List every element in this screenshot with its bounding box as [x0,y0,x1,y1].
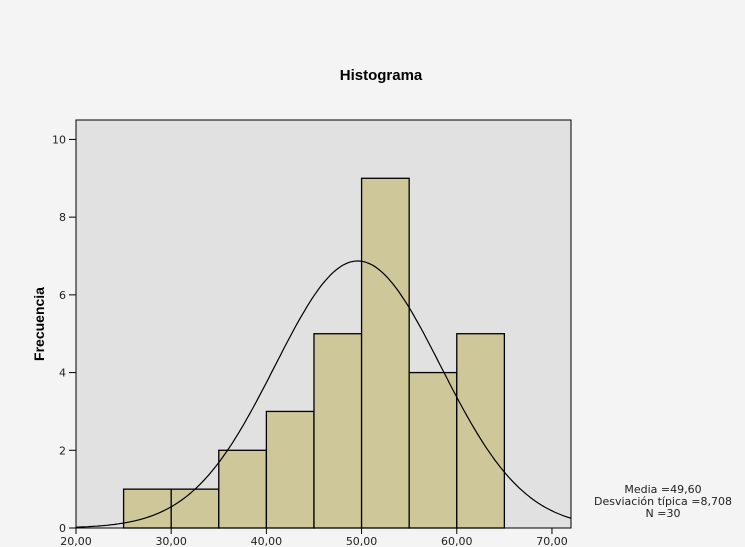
y-tick-label: 2 [59,444,66,457]
histogram-bar-7 [408,371,458,529]
stat-desviacion: Desviación típica =8,708 [594,495,732,508]
y-tick-label: 8 [59,211,66,224]
histogram-bar-2 [170,488,220,529]
histogram-bar-5 [313,333,363,529]
y-tick-label: 6 [59,289,66,302]
y-tick-label: 10 [52,133,66,146]
histogram-bar-8 [456,333,506,529]
stat-n: N =30 [646,507,681,520]
histogram-bar-4 [265,410,315,529]
y-tick-label: 4 [59,367,66,380]
x-tick-label: 60,00 [441,535,473,547]
x-tick-label: 40,00 [251,535,283,547]
histogram-bar-6 [360,177,410,529]
stat-media: Media =49,60 [624,483,701,496]
x-tick-label: 50,00 [346,535,378,547]
x-tick-label: 70,00 [536,535,568,547]
histogram-bar-3 [218,449,268,529]
histogram-bar-1 [122,488,172,529]
y-tick-label: 0 [59,522,66,535]
chart-title: Histograma [340,67,423,84]
normal-curve [75,260,572,528]
x-tick-label: 30,00 [155,535,187,547]
x-tick-label: 20,00 [60,535,92,547]
y-axis-label: Frecuencia [31,287,47,361]
